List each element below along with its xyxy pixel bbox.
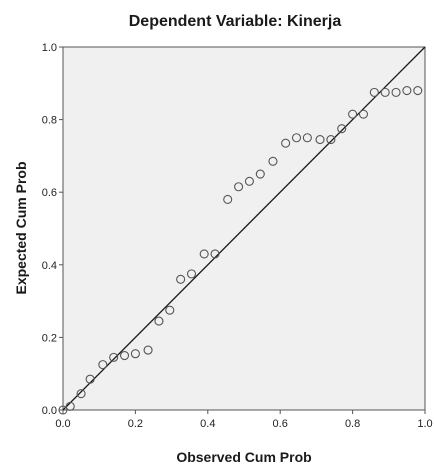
data-point (348, 109, 358, 119)
data-point (255, 169, 265, 179)
data-point (85, 374, 95, 384)
y-tick-label: 0.8 (42, 115, 57, 127)
x-axis-label: Observed Cum Prob (176, 449, 311, 465)
data-point (337, 124, 347, 134)
x-tick-label: 1.0 (417, 418, 432, 430)
y-tick-label: 0.4 (42, 260, 57, 272)
data-points (58, 86, 423, 415)
data-point (380, 87, 390, 97)
data-point (154, 316, 164, 326)
data-point (413, 86, 423, 96)
y-tick-label: 0.6 (42, 187, 57, 199)
data-point (76, 389, 86, 399)
x-tick-label: 0.2 (128, 418, 143, 430)
data-point (98, 360, 108, 370)
reference-diagonal-line (62, 46, 426, 411)
data-point (186, 269, 197, 279)
data-point (143, 345, 153, 355)
data-point (65, 401, 75, 411)
data-point (369, 87, 379, 97)
data-point (165, 305, 175, 315)
y-tick-label: 1.0 (42, 42, 57, 54)
data-point (291, 133, 302, 143)
data-point (358, 109, 369, 119)
y-axis-ticks: 0.0 0.2 0.4 0.6 0.8 1.0 (42, 42, 63, 417)
data-point (130, 349, 140, 359)
x-tick-label: 0.4 (200, 418, 215, 430)
data-point (391, 87, 401, 97)
chart-title: Dependent Variable: Kinerja (129, 13, 342, 30)
y-tick-label: 0.2 (42, 332, 57, 344)
data-point (326, 135, 336, 145)
data-point (302, 133, 312, 143)
data-point (119, 350, 130, 361)
data-point (199, 249, 209, 259)
y-axis-label: Expected Cum Prob (13, 161, 29, 294)
data-point (281, 138, 291, 148)
data-point (176, 274, 186, 284)
data-point (234, 182, 244, 192)
x-tick-label: 0.8 (345, 418, 360, 430)
data-point (58, 405, 68, 415)
data-point (268, 156, 278, 166)
x-tick-label: 0.6 (273, 418, 288, 430)
data-point (244, 176, 254, 186)
x-axis-ticks: 0.0 0.2 0.4 0.6 0.8 1.0 (55, 410, 433, 430)
data-point (223, 194, 233, 205)
data-point (210, 249, 220, 259)
data-point (315, 135, 325, 145)
y-tick-label: 0.0 (42, 405, 57, 417)
data-point (109, 352, 119, 362)
data-point (402, 86, 412, 96)
x-tick-label: 0.0 (55, 418, 70, 430)
